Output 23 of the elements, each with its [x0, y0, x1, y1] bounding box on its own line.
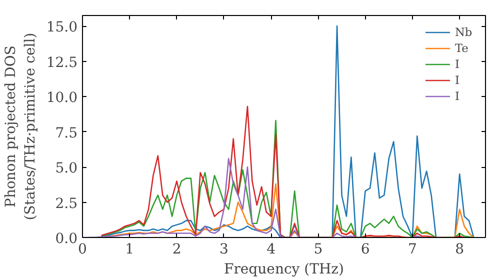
x-tick-label: 3: [219, 242, 228, 258]
y-tick-label: 10.0: [46, 90, 78, 106]
y-tick-label: 7.5: [55, 125, 78, 142]
x-tick-label: 5: [314, 242, 323, 258]
legend-label: I: [455, 57, 460, 71]
legend-label: Nb: [455, 25, 474, 39]
y-axis-title: Phonon projected DOS (States/THz·primitive cell): [3, 32, 38, 220]
x-tick-label: 7: [408, 242, 417, 258]
legend-label: Te: [455, 41, 470, 55]
x-tick-label: 6: [360, 242, 370, 258]
x-axis-title: Frequency (THz): [224, 262, 344, 278]
x-tick-label: 2: [172, 242, 182, 258]
y-tick-label: 12.5: [46, 54, 78, 71]
y-tick-label: 5.0: [55, 160, 78, 177]
x-tick-label: 8: [455, 242, 464, 258]
legend-label: I: [455, 89, 460, 103]
y-tick-label: 2.5: [55, 196, 78, 212]
x-tick-label: 0: [78, 242, 87, 258]
y-tick-label: 15.0: [46, 20, 78, 36]
y-tick-label: 0.0: [55, 231, 78, 247]
x-tick-label: 4: [266, 242, 276, 258]
legend-label: I: [455, 73, 460, 87]
x-tick-label: 1: [125, 242, 134, 258]
